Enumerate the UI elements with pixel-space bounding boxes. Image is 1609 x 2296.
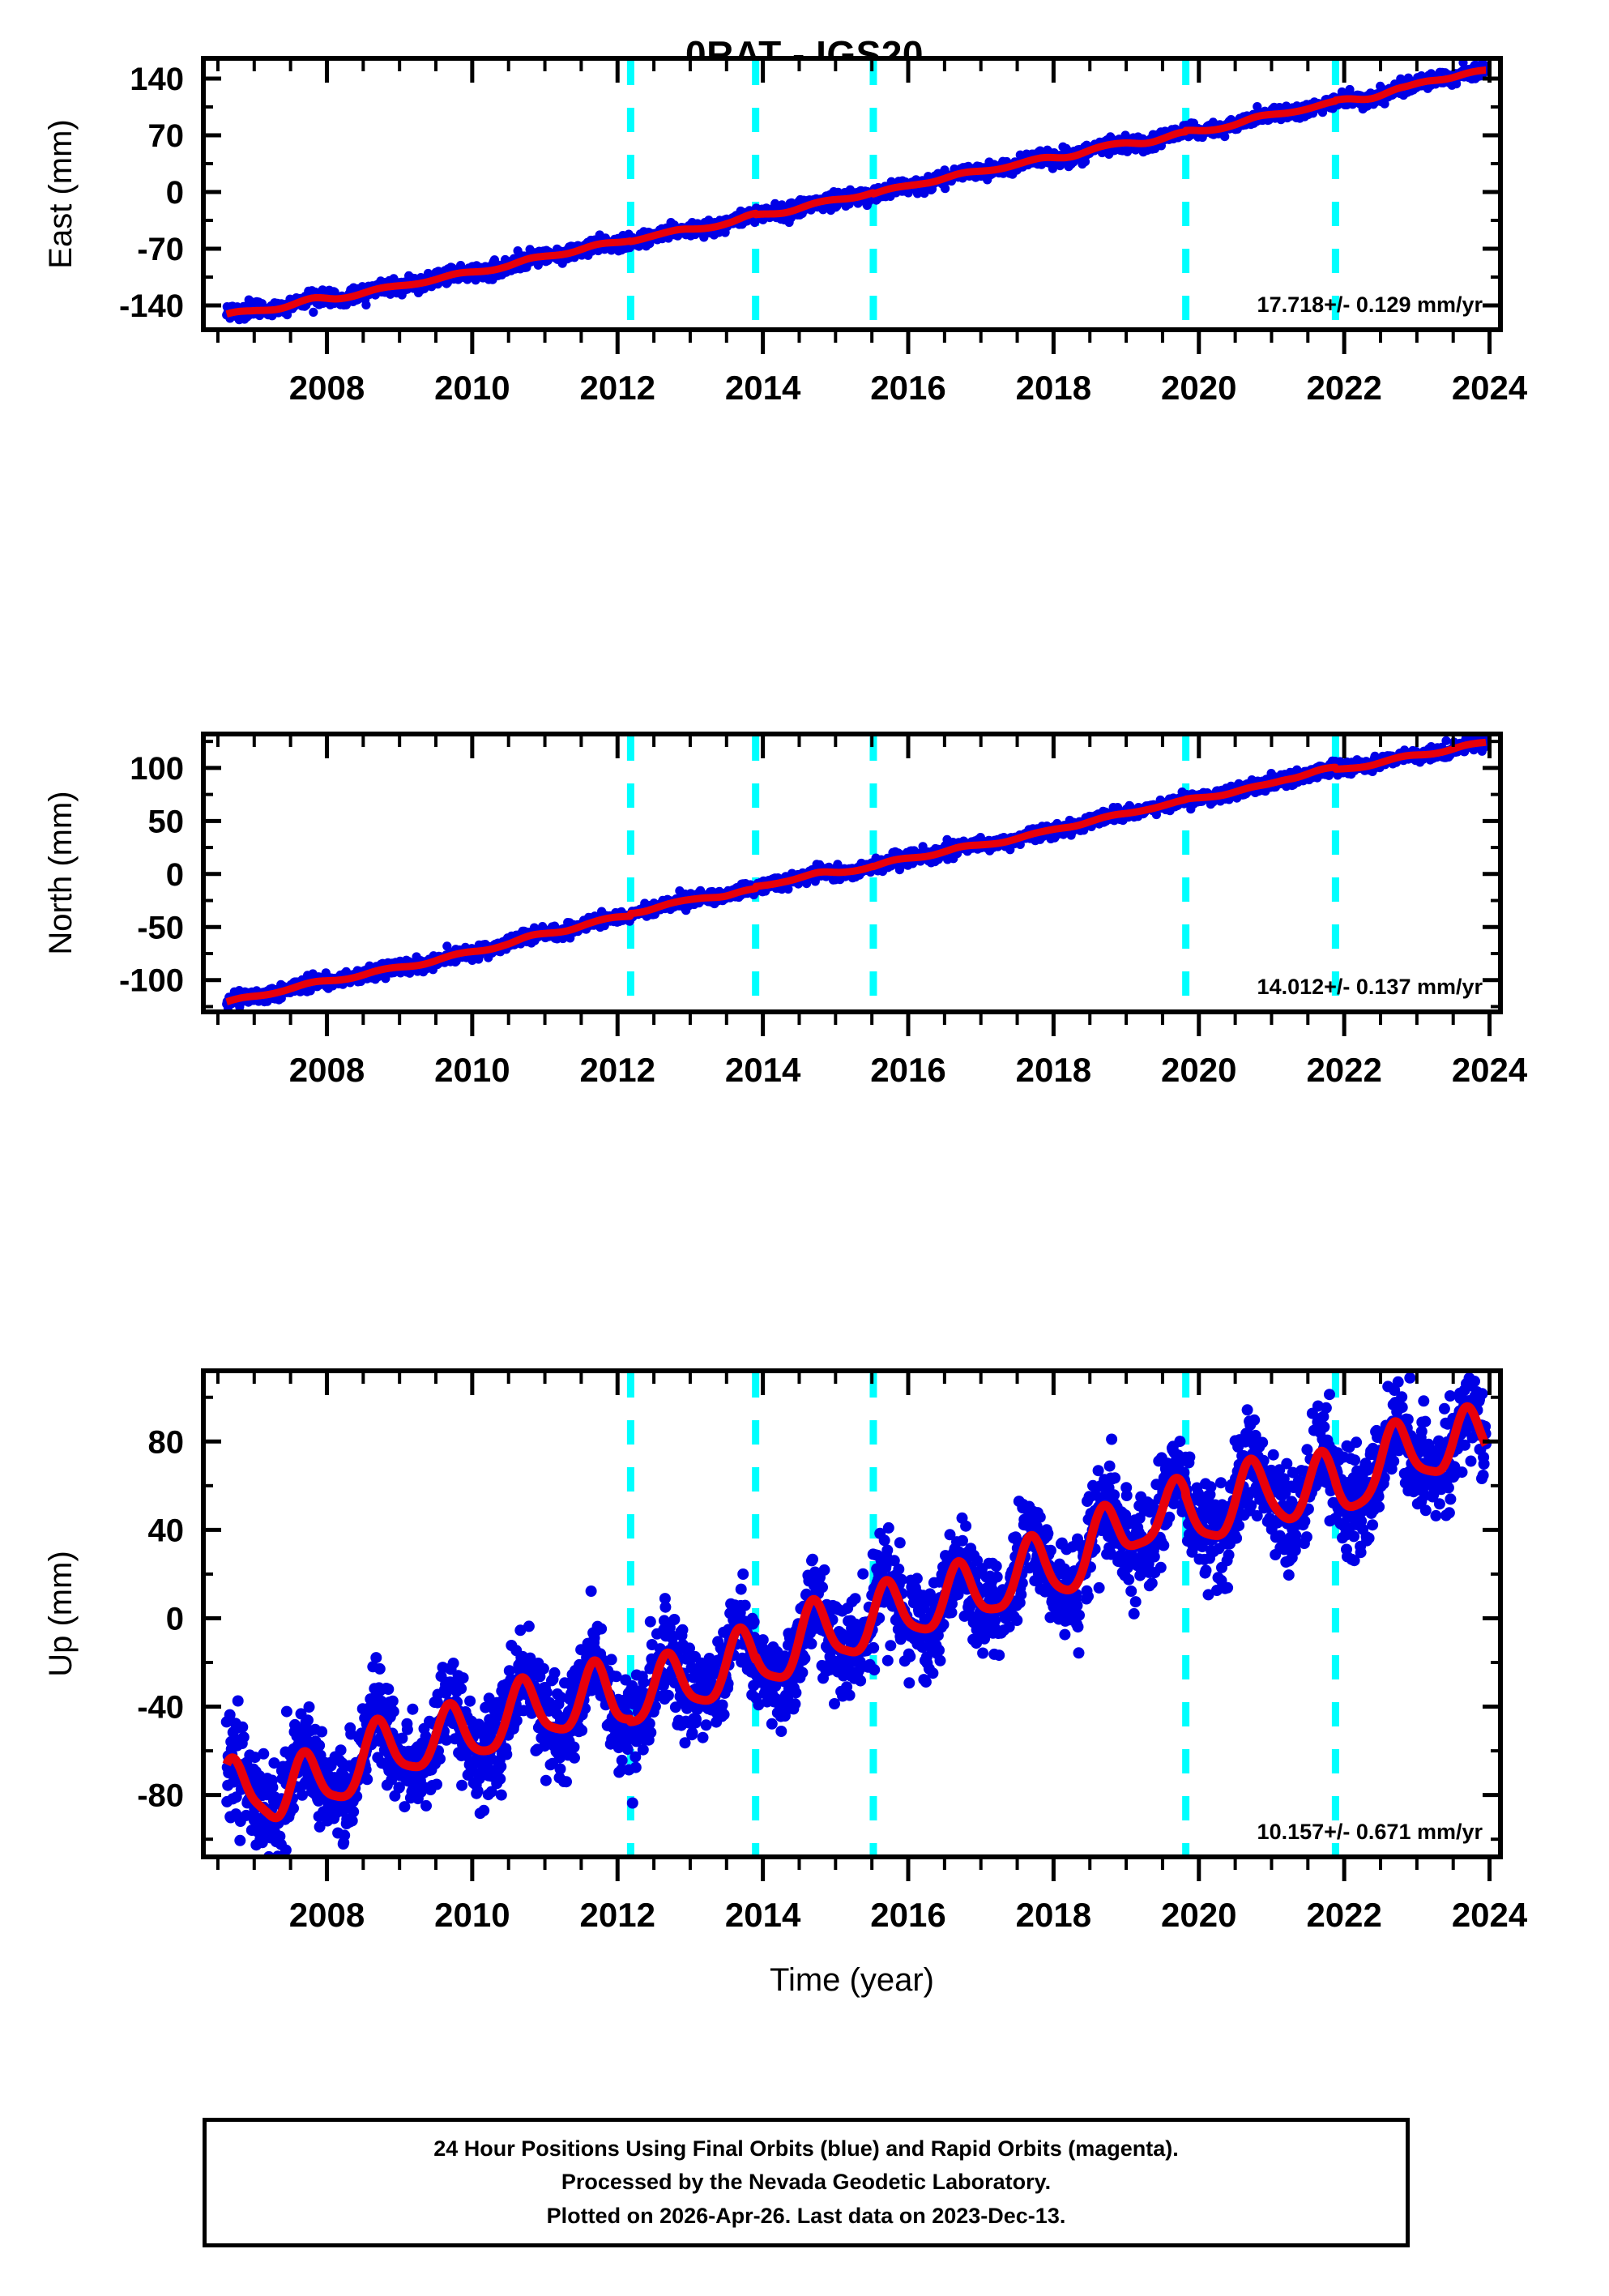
- x-tick-label: 2018: [1016, 1051, 1091, 1089]
- x-tick-label: 2010: [434, 369, 510, 407]
- x-tick-label: 2008: [289, 369, 365, 407]
- y-tick-label: 0: [166, 175, 184, 211]
- x-tick-label: 2020: [1161, 1896, 1236, 1934]
- plot-frame-overlay: [201, 1368, 1503, 1859]
- x-tick-label: 2016: [870, 1051, 945, 1089]
- x-tick-label: 2024: [1452, 1896, 1528, 1934]
- y-tick-label: -50: [137, 910, 184, 945]
- y-tick-label: -70: [137, 232, 184, 267]
- y-tick-label: 0: [166, 857, 184, 893]
- x-axis: 2008 2010 2012 2014 2016 2018 2020 2022 2024: [216, 734, 1528, 1089]
- rate-annotation: 17.718+/- 0.129 mm/yr: [1257, 292, 1483, 317]
- y-tick-label: 0: [166, 1601, 184, 1637]
- x-tick-label: 2012: [580, 369, 655, 407]
- x-tick-label: 2014: [725, 1051, 801, 1089]
- y-tick-label: 50: [148, 804, 185, 839]
- x-tick-label: 2012: [580, 1051, 655, 1089]
- y-axis: 80 40 0 -40 -80: [137, 1395, 1500, 1841]
- y-tick-label: -80: [137, 1778, 184, 1814]
- x-tick-label: 2024: [1452, 1051, 1528, 1089]
- caption-line-3: Plotted on 2026-Apr-26. Last data on 202…: [546, 2203, 1066, 2228]
- y-axis-title: East (mm): [43, 119, 79, 268]
- x-tick-label: 2016: [870, 1896, 945, 1934]
- y-tick-label: -100: [119, 963, 184, 999]
- y-axis-title: North (mm): [43, 791, 79, 954]
- x-tick-label: 2020: [1161, 1051, 1236, 1089]
- rate-annotation: 10.157+/- 0.671 mm/yr: [1257, 1820, 1483, 1844]
- trend-line: [222, 1402, 1490, 1823]
- x-tick-label: 2008: [289, 1896, 365, 1934]
- x-tick-label: 2010: [434, 1896, 510, 1934]
- x-tick-label: 2008: [289, 1051, 365, 1089]
- rate-annotation: 14.012+/- 0.137 mm/yr: [1257, 975, 1483, 999]
- x-axis-title: Time (year): [770, 1962, 934, 1998]
- x-tick-label: 2018: [1016, 369, 1091, 407]
- y-axis-title: Up (mm): [43, 1551, 79, 1677]
- x-tick-label: 2010: [434, 1051, 510, 1089]
- y-axis: 100 50 0 -50 -100: [119, 740, 1500, 1009]
- x-tick-label: 2024: [1452, 369, 1528, 407]
- x-tick-label: 2020: [1161, 369, 1236, 407]
- x-tick-label: 2012: [580, 1896, 655, 1934]
- y-tick-label: 40: [148, 1513, 185, 1548]
- x-tick-label: 2018: [1016, 1896, 1091, 1934]
- y-tick-label: 70: [148, 118, 185, 154]
- caption-line-2: Processed by the Nevada Geodetic Laborat…: [561, 2170, 1052, 2195]
- x-axis: 2008 2010 2012 2014 2016 2018 2020 2022 2024: [216, 58, 1528, 407]
- y-axis: 140 70 0 -70 -140: [119, 62, 1500, 324]
- x-tick-label: 2014: [725, 1896, 801, 1934]
- y-tick-label: 100: [130, 751, 184, 787]
- x-tick-label: 2016: [870, 369, 945, 407]
- trend-line: [223, 66, 1489, 318]
- y-tick-label: -140: [119, 288, 184, 324]
- y-tick-label: -40: [137, 1690, 184, 1726]
- x-tick-label: 2022: [1306, 369, 1381, 407]
- trend-line: [223, 738, 1489, 1005]
- x-tick-label: 2022: [1306, 1896, 1381, 1934]
- caption-box: 24 Hour Positions Using Final Orbits (bl…: [203, 2118, 1410, 2247]
- x-axis: 2008 2010 2012 2014 2016 2018 2020 2022 2024: [216, 1371, 1528, 1934]
- caption-line-1: 24 Hour Positions Using Final Orbits (bl…: [433, 2136, 1179, 2162]
- y-tick-label: 140: [130, 62, 184, 97]
- x-tick-label: 2014: [725, 369, 801, 407]
- y-tick-label: 80: [148, 1424, 185, 1460]
- x-tick-label: 2022: [1306, 1051, 1381, 1089]
